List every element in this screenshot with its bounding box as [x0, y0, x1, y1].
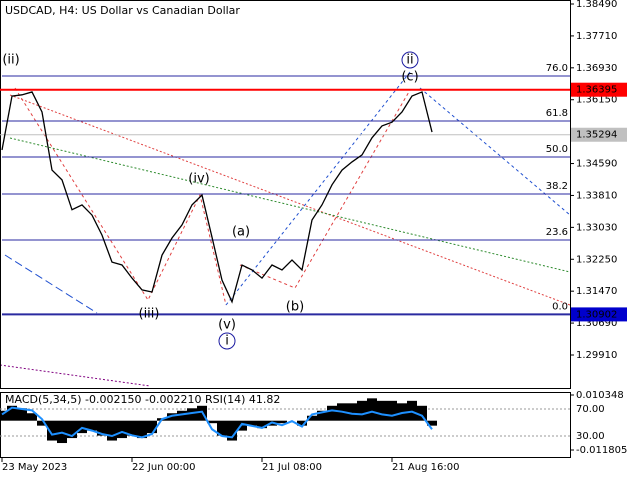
y2-tick-label: 30.00 [576, 431, 605, 442]
y-tick-label: 1.38490 [576, 0, 617, 10]
wave-line [14, 87, 227, 306]
y2-tick-label: 70.00 [576, 404, 605, 415]
macd-bar [17, 408, 27, 421]
wave-label: (ii) [2, 53, 19, 68]
x-tick-label: 23 May 2023 [2, 462, 67, 473]
rsi-line [1, 406, 433, 439]
macd-bar [47, 420, 57, 441]
price-tag-label: 1.35294 [576, 130, 617, 141]
macd-bar [217, 420, 227, 436]
macd-bar [317, 410, 327, 421]
fib-label: 23.6 [546, 227, 568, 238]
macd-bar [417, 405, 427, 421]
price-tag [571, 127, 627, 142]
y-tick-label: -0.011805 [576, 445, 627, 456]
wave-label: (b) [286, 300, 304, 315]
macd-bar [297, 420, 307, 426]
y-tick-label: 1.33810 [576, 190, 617, 201]
macd-bar [367, 398, 377, 421]
macd-bar [377, 400, 387, 421]
macd-bar [187, 408, 197, 421]
macd-bar [427, 420, 437, 426]
y-tick-label: 1.37710 [576, 31, 617, 42]
y-tick-label: 1.33030 [576, 222, 617, 233]
wave-label: ii [406, 53, 413, 68]
indicator-title: MACD(5,34,5) -0.002150 -0.002210 RSI(14)… [5, 393, 280, 406]
wave-label: (iii) [139, 307, 160, 322]
macd-bar [137, 420, 147, 439]
macd-bar [277, 420, 287, 424]
y-tick-label: 0.010348 [576, 390, 624, 401]
y-tick-label: 1.31470 [576, 286, 617, 297]
indicator-frame [0, 392, 571, 458]
x-tick-label: 21 Jul 08:00 [262, 462, 322, 473]
wave-label: (v) [218, 318, 236, 333]
wave-circle [218, 332, 236, 350]
macd-bar [247, 420, 257, 426]
macd-bar [147, 420, 157, 434]
y-tick-label: 1.32250 [576, 254, 617, 265]
macd-bar [307, 415, 317, 421]
macd-bar [327, 405, 337, 421]
fib-label: 61.8 [546, 108, 568, 119]
price-tag [571, 307, 627, 322]
y-tick-label: 1.34590 [576, 159, 617, 170]
fib-label: 50.0 [546, 144, 568, 155]
fib-label: 0.0 [552, 301, 568, 312]
macd-bar [27, 413, 37, 421]
macd-bar [127, 420, 137, 436]
y-tick-label: 1.36150 [576, 95, 617, 106]
macd-bar [167, 413, 177, 421]
wave-label: (c) [401, 70, 418, 85]
macd-bar [107, 420, 117, 441]
price-line [1, 91, 433, 304]
y-tick-label: 1.30690 [576, 318, 617, 329]
y-tick-label: 1.36930 [576, 63, 617, 74]
macd-bar [227, 420, 237, 441]
x-tick-label: 22 Jun 00:00 [132, 462, 196, 473]
price-tag [571, 82, 627, 97]
macd-bar [0, 410, 7, 421]
price-tag-label: 1.30902 [576, 309, 617, 320]
macd-bar [397, 403, 407, 421]
macd-bar [97, 420, 107, 436]
macd-bar [237, 420, 247, 431]
fib-label: 38.2 [546, 181, 568, 192]
wave-line [225, 71, 411, 306]
macd-bar [7, 405, 17, 421]
trend-line [0, 364, 151, 387]
x-tick-label: 21 Aug 16:00 [392, 462, 459, 473]
chart-title: USDCAD, H4: US Dollar vs Canadian Dollar [5, 4, 240, 17]
macd-bar [37, 420, 47, 426]
fib-label: 76.0 [546, 63, 568, 74]
y-tick-label: 1.29910 [576, 350, 617, 361]
macd-bar [387, 400, 397, 421]
price-tag-label: 1.36395 [576, 85, 617, 96]
plot-frame [0, 0, 571, 389]
wave-label: (iv) [188, 172, 209, 187]
macd-bar [357, 400, 367, 421]
macd-bar [177, 410, 187, 421]
macd-bar [347, 403, 357, 421]
macd-bar [207, 420, 217, 424]
wave-circle [401, 51, 419, 69]
wave-label: i [225, 334, 229, 349]
wave-label: (a) [232, 225, 250, 240]
macd-bar [117, 420, 127, 439]
trend-line [4, 254, 98, 314]
macd-bar [67, 420, 77, 439]
macd-bar [257, 420, 267, 429]
wave-line [239, 89, 411, 289]
macd-bar [87, 420, 97, 431]
